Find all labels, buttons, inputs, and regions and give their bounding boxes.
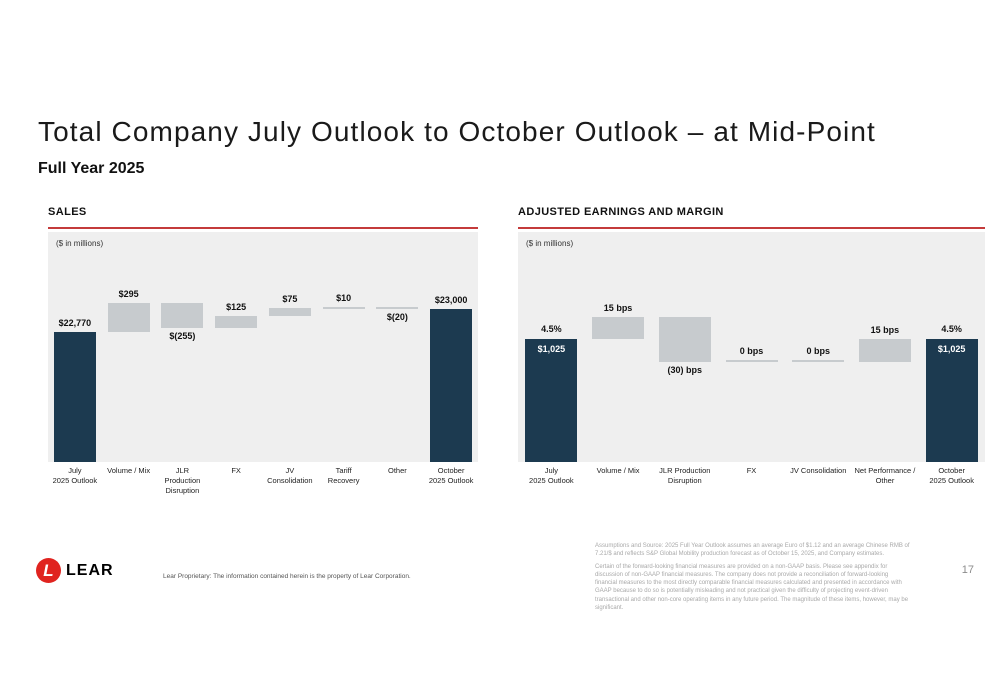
bar-value-label: $(20) (386, 312, 408, 322)
bar-value-label: $22,770 (58, 318, 92, 328)
bar-value-label: $75 (282, 294, 298, 304)
lear-logo-text: LEAR (66, 561, 114, 579)
category-label: Tariff Recovery (327, 466, 360, 485)
units-label: ($ in millions) (56, 239, 104, 248)
waterfall-bar (322, 307, 365, 309)
waterfall-bar (376, 307, 419, 309)
waterfall-bar (792, 359, 845, 362)
category-label: October 2025 Outlook (929, 466, 974, 485)
category-label: JLR Production Disruption (659, 466, 711, 485)
bar-value-label: 15 bps (603, 302, 633, 313)
category-label: July 2025 Outlook (52, 466, 98, 485)
chart-area: ($ in millions) $1,025 4.5% 15 bps (30) bps… (518, 232, 985, 462)
waterfall-bars: $22,770 $295 $(255) $125 $75 $10 $(20) $23,000 (48, 232, 478, 462)
waterfall-bar (215, 315, 258, 328)
bar-secondary-label: 4.5% (541, 324, 562, 334)
bar-value-label: 0 bps (739, 345, 764, 356)
category-label: Volume / Mix (107, 466, 151, 475)
page-subtitle: Full Year 2025 (38, 160, 145, 177)
lear-logo: L LEAR (36, 558, 114, 583)
chart-area: ($ in millions) $22,770 $295 $(255) $125 $75… (48, 232, 478, 462)
bar-value-label: $1,025 (937, 344, 966, 354)
waterfall-bar (525, 339, 578, 462)
category-label: Other (387, 466, 407, 475)
footnote-assumptions: Assumptions and Source: 2025 Full Year O… (595, 543, 910, 558)
bar-value-label: $125 (226, 301, 247, 312)
waterfall-bar (858, 339, 911, 362)
units-label: ($ in millions) (526, 239, 574, 248)
bar-value-label: $10 (336, 293, 352, 303)
bar-value-label: 15 bps (870, 325, 900, 335)
category-label: JV Consolidation (790, 466, 847, 475)
waterfall-bar (107, 302, 150, 332)
footnotes: Assumptions and Source: 2025 Full Year O… (595, 542, 910, 617)
category-labels: July 2025 Outlook Volume / Mix JLR Product… (518, 466, 985, 486)
chart-title-earnings: ADJUSTED EARNINGS AND MARGIN (518, 206, 985, 229)
chart-title-sales: SALES (48, 206, 478, 229)
bar-value-label: $1,025 (537, 344, 566, 354)
lear-logo-icon: L (36, 558, 61, 583)
category-label: October 2025 Outlook (428, 466, 474, 485)
category-labels: July 2025 Outlook Volume / Mix JLR Product… (48, 466, 478, 495)
category-label: July 2025 Outlook (529, 466, 574, 485)
bar-value-label: 0 bps (806, 345, 830, 356)
proprietary-notice: Lear Proprietary: The information contai… (163, 573, 411, 580)
footnote-nongaap: Certain of the forward-looking financial… (595, 564, 909, 611)
bar-value-label: (30) bps (667, 364, 703, 375)
waterfall-bar (925, 339, 978, 462)
waterfall-bars: $1,025 4.5% 15 bps (30) bps 0 bps 0 bps 15 bps… (518, 232, 985, 462)
page-title: Total Company July Outlook to October Ou… (38, 116, 876, 147)
category-label: FX (746, 466, 757, 475)
adjusted-earnings-chart: ADJUSTED EARNINGS AND MARGIN ($ in milli… (518, 206, 985, 486)
category-label: Volume / Mix (596, 466, 640, 475)
bar-value-label: $(255) (169, 331, 196, 341)
category-label: FX (231, 466, 241, 475)
waterfall-bar (658, 316, 711, 362)
waterfall-bar (592, 316, 645, 339)
sales-chart: SALES ($ in millions) $22,770 $295 $(255) $… (48, 206, 478, 495)
category-label: JLR Production Disruption (164, 466, 201, 495)
bar-value-label: $295 (118, 288, 139, 299)
waterfall-bar (53, 332, 96, 462)
waterfall-bar (430, 309, 473, 462)
category-label: Net Performance / Other (854, 466, 916, 485)
category-label: JV Consolidation (267, 466, 313, 485)
page-number: 17 (961, 564, 974, 576)
waterfall-bar (161, 302, 204, 328)
bar-value-label: $23,000 (434, 295, 468, 305)
bar-secondary-label: 4.5% (941, 324, 962, 334)
waterfall-bar (725, 359, 778, 362)
waterfall-bar (268, 308, 311, 316)
